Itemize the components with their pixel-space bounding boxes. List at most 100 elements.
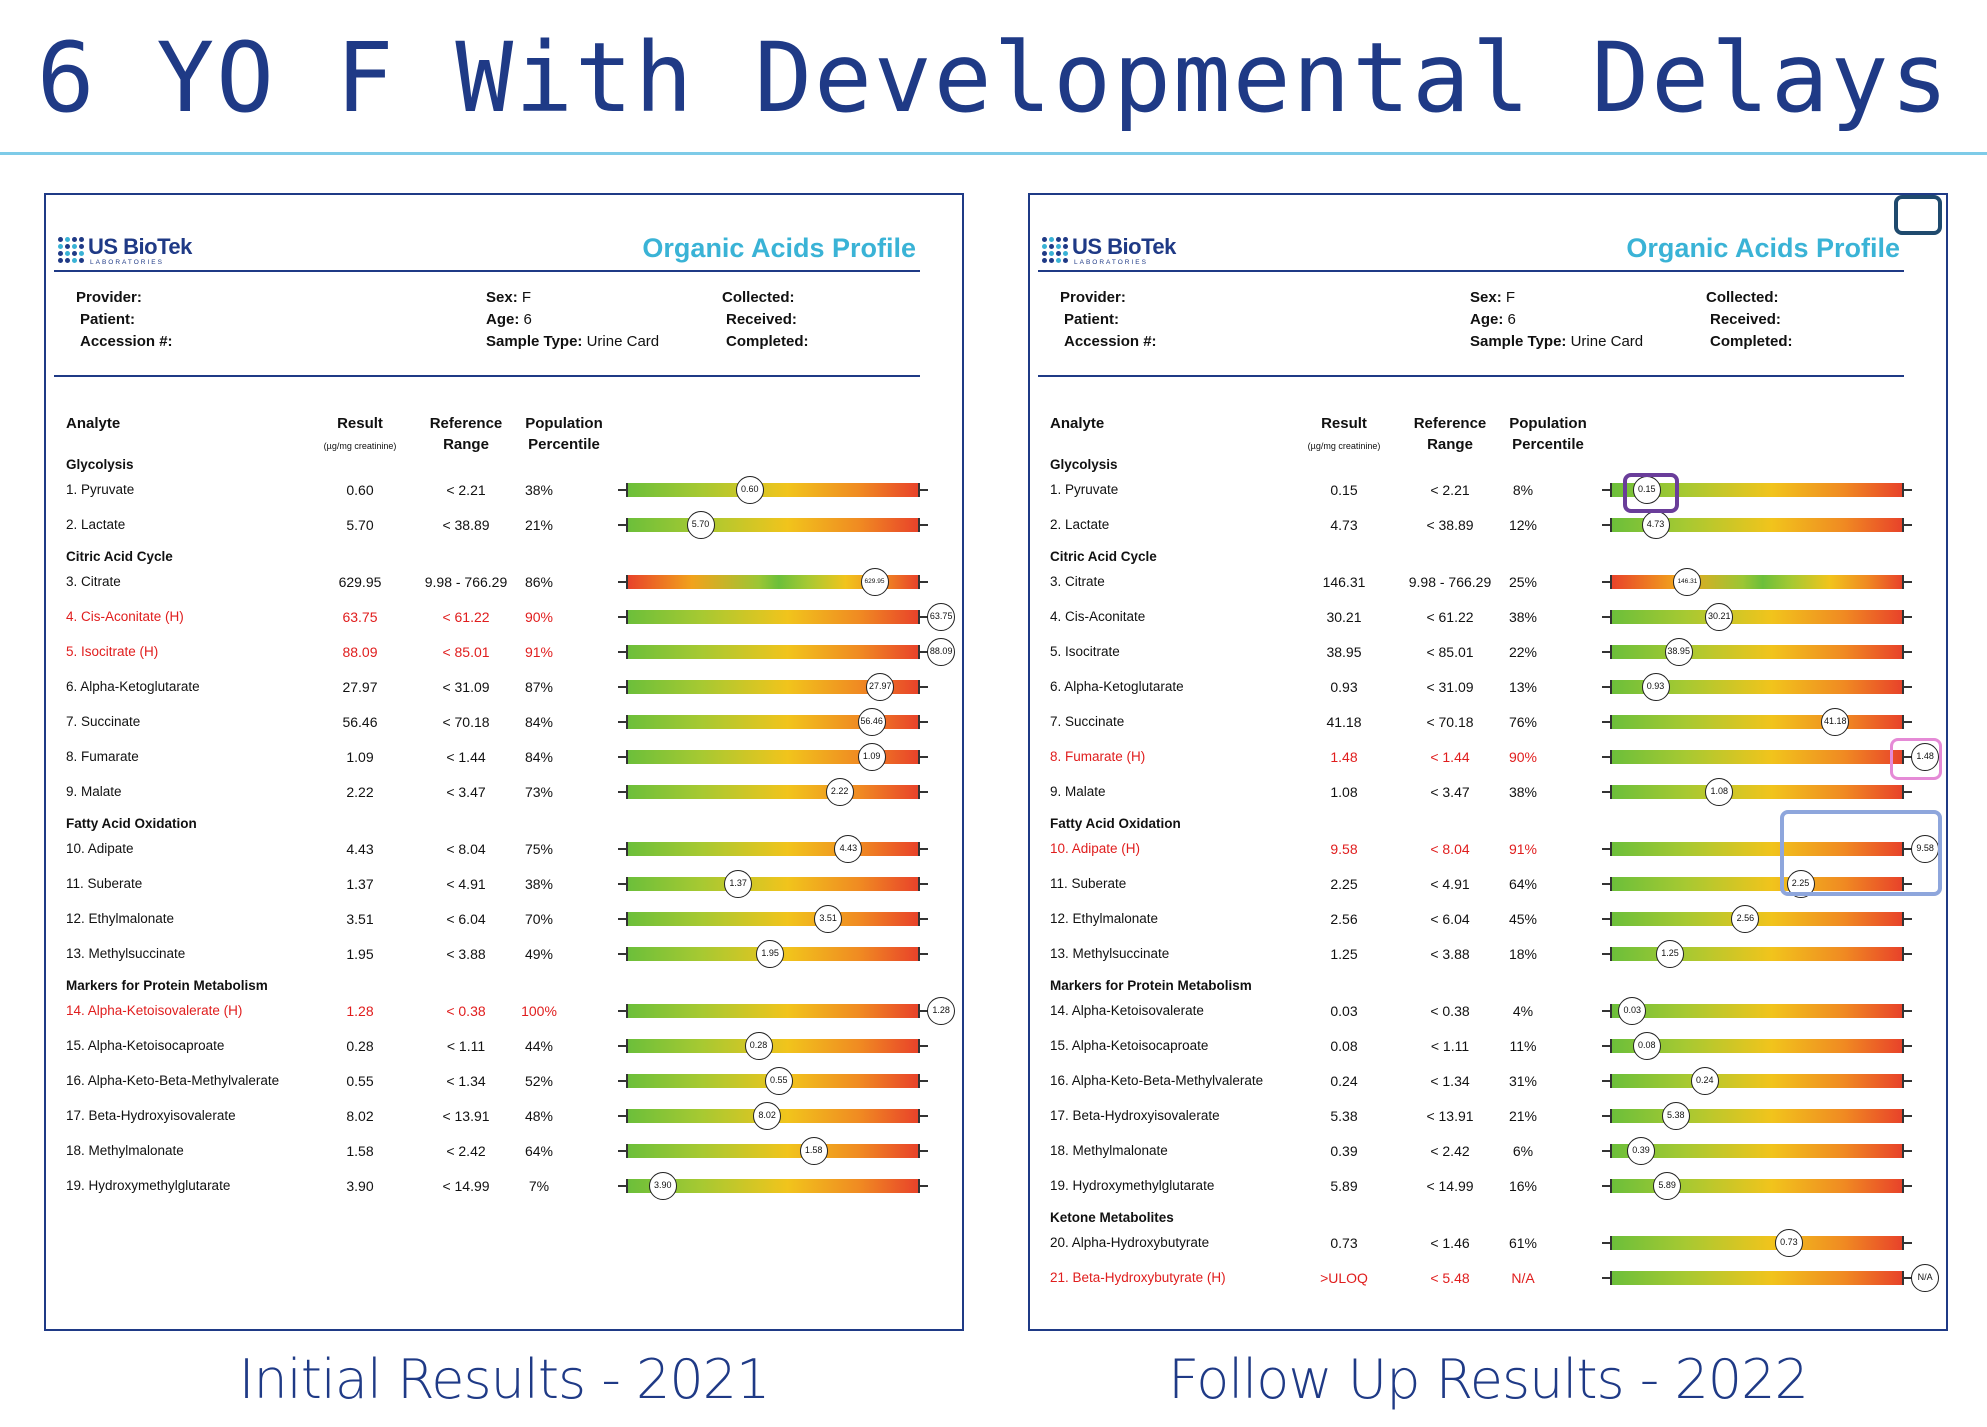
bar-tick-right — [1901, 1179, 1904, 1193]
percentile-bar: 1.25 — [1602, 939, 1912, 969]
table-row: 13. Methylsuccinate 1.25 < 3.88 18% 1.25 — [1030, 939, 1946, 969]
bar-tick-left — [1610, 1236, 1613, 1250]
table-row: 14. Alpha-Ketoisovalerate 0.03 < 0.38 4% 0.0… — [1030, 996, 1946, 1026]
bar-tick-right — [917, 715, 920, 729]
analyte-name: 9. Malate — [66, 784, 122, 799]
result-marker: 56.46 — [857, 708, 886, 736]
bar-tick-left — [1610, 715, 1613, 729]
analyte-name: 19. Hydroxymethylglutarate — [1050, 1178, 1215, 1193]
bar-tick-right — [917, 483, 920, 497]
analyte-result: 4.73 — [1330, 517, 1358, 533]
analyte-name: 9. Malate — [1050, 784, 1106, 799]
result-marker: 0.28 — [744, 1032, 773, 1060]
bar-tick-right — [917, 575, 920, 589]
analyte-result: 146.31 — [1322, 574, 1366, 590]
logo-dots-icon — [1042, 237, 1068, 263]
bar-tick-right — [1901, 518, 1904, 532]
sample-type-field-label: Sample Type: — [1470, 333, 1567, 350]
reference-range: < 2.42 — [446, 1143, 486, 1159]
population-percentile: 76% — [1508, 714, 1538, 730]
percentile-bar: 0.15 — [1602, 475, 1912, 505]
reference-range: < 13.91 — [1426, 1108, 1474, 1124]
completed-field-label: Completed: — [1710, 333, 1793, 350]
reference-range: < 85.01 — [1426, 644, 1474, 660]
reference-range: < 1.34 — [446, 1073, 486, 1089]
population-percentile: 18% — [1508, 946, 1538, 962]
result-marker: 27.97 — [866, 673, 895, 701]
reference-range: < 3.88 — [1430, 946, 1470, 962]
bar-gradient — [628, 877, 918, 891]
provider-field-label: Provider: — [1060, 289, 1126, 306]
date-info: Collected: Received: Completed: — [722, 287, 809, 353]
header-result: Result — [1321, 415, 1367, 432]
population-percentile: 38% — [1508, 609, 1538, 625]
population-percentile: 90% — [1508, 749, 1538, 765]
analyte-result: 9.58 — [1330, 841, 1358, 857]
result-marker: 30.21 — [1705, 603, 1734, 631]
analyte-name: 7. Succinate — [66, 714, 141, 729]
completed-field: Completed: — [726, 331, 809, 353]
bar-tick-right — [1901, 610, 1904, 624]
reference-range: < 1.11 — [1430, 1038, 1470, 1054]
analyte-name: 13. Methylsuccinate — [66, 946, 186, 961]
result-marker: 0.39 — [1627, 1137, 1655, 1165]
bar-tick-left — [1610, 645, 1613, 659]
analyte-result: 30.21 — [1326, 609, 1362, 625]
info-rule — [54, 375, 920, 377]
bar-gradient — [1612, 610, 1902, 624]
result-marker: 0.03 — [1618, 997, 1647, 1025]
result-marker: 38.95 — [1664, 638, 1693, 666]
header-unit: (µg/mg creatinine) — [1307, 441, 1381, 451]
result-marker: 3.90 — [648, 1172, 677, 1200]
reference-range: < 1.44 — [1430, 749, 1470, 765]
analyte-name: 17. Beta-Hydroxyisovalerate — [1050, 1108, 1220, 1123]
report-title: Organic Acids Profile — [642, 233, 916, 263]
section-heading: Citric Acid Cycle — [1050, 549, 1157, 564]
population-percentile: 21% — [1508, 1108, 1538, 1124]
sample-info: Sex: F Age: 6 Sample Type: Urine Card — [1470, 287, 1643, 353]
population-percentile: 84% — [524, 714, 554, 730]
percentile-bar: 0.55 — [618, 1066, 928, 1096]
bar-tick-left — [626, 518, 629, 532]
result-marker: 0.93 — [1641, 673, 1670, 701]
table-row: 15. Alpha-Ketoisocaproate 0.28 < 1.11 44% 0.… — [46, 1031, 962, 1061]
reference-range: < 61.22 — [1426, 609, 1474, 625]
sample-type-field-value: Urine Card — [586, 333, 660, 350]
analyte-name: 13. Methylsuccinate — [1050, 946, 1170, 961]
accession-field: Accession #: — [80, 331, 173, 353]
bar-tick-right — [1901, 912, 1904, 926]
population-percentile: 87% — [524, 679, 554, 695]
bar-gradient — [1612, 575, 1902, 589]
bar-tick-right — [1901, 1271, 1904, 1285]
logo-text: US BioTek LABORATORIES — [88, 235, 192, 267]
population-percentile: 91% — [524, 644, 554, 660]
result-marker: 0.55 — [764, 1067, 793, 1095]
bar-tick-left — [626, 715, 629, 729]
result-marker: 629.95 — [860, 568, 889, 596]
analyte-name: 12. Ethylmalonate — [66, 911, 175, 926]
reference-range: < 61.22 — [442, 609, 490, 625]
population-percentile: N/A — [1511, 1270, 1535, 1286]
reference-range: 9.98 - 766.29 — [424, 574, 508, 590]
analyte-result: 27.97 — [342, 679, 378, 695]
analyte-name: 8. Fumarate — [66, 749, 139, 764]
header-reference-range: Reference Range — [1390, 413, 1510, 455]
analyte-name: 16. Alpha-Keto-Beta-Methylvalerate — [1050, 1073, 1264, 1088]
analyte-name: 4. Cis-Aconitate (H) — [66, 609, 184, 624]
bar-tick-left — [626, 645, 629, 659]
bar-tick-right — [917, 645, 920, 659]
reference-range: < 3.47 — [1430, 784, 1470, 800]
bar-gradient — [1612, 483, 1902, 497]
header-population-line1: Population — [525, 415, 603, 432]
bar-tick-left — [626, 1004, 629, 1018]
bar-gradient — [628, 912, 918, 926]
header-analyte: Analyte — [1050, 415, 1105, 432]
report-panel-2022: US BioTek LABORATORIES Organic Acids Profi… — [1028, 193, 1948, 1331]
bar-tick-left — [1610, 610, 1613, 624]
analyte-result: 1.48 — [1330, 749, 1358, 765]
age-field: Age: 6 — [486, 309, 659, 331]
result-marker: 0.08 — [1632, 1032, 1661, 1060]
fumarate-highlight — [1890, 738, 1942, 780]
analyte-result: 0.24 — [1330, 1073, 1358, 1089]
reference-range: < 1.44 — [446, 749, 486, 765]
